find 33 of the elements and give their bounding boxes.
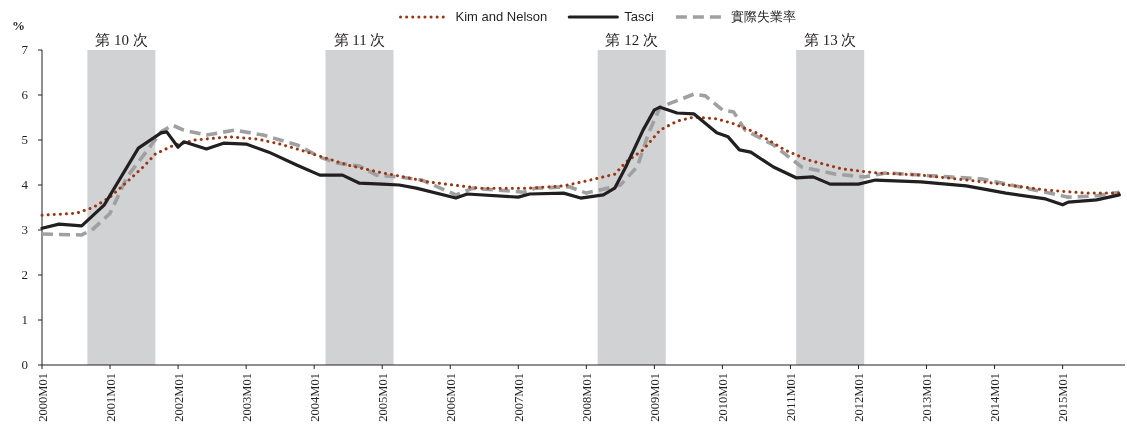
band-label: 第 13 次 [803,32,857,48]
band-label: 第 11 次 [333,32,386,48]
legend-label: Tasci [624,9,655,24]
legend-label: Kim and Nelson [455,9,548,24]
x-tick-label: 2003M01 [239,373,254,422]
legend-label: 實際失業率 [730,9,796,24]
y-tick-label: 3 [21,222,28,237]
x-tick-label: 2000M01 [35,373,50,422]
y-tick-label: 4 [21,177,29,192]
x-tick-label: 2010M01 [715,373,730,422]
x-tick-label: 2012M01 [852,373,866,422]
x-tick-label: 2014M01 [988,373,1003,422]
y-tick-label: 2 [21,267,28,282]
y-tick-label: 0 [21,357,28,372]
x-tick-label: 2006M01 [443,373,458,422]
y-tick-label: 6 [21,87,29,102]
band-label: 第 10 次 [95,32,148,48]
x-tick-label: 2001M01 [103,373,118,422]
x-tick-label: 2013M01 [920,373,935,422]
x-tick-label: 2004M01 [307,373,322,422]
band-label: 第 12 次 [605,32,658,48]
x-tick-label: 2009M01 [647,373,662,422]
y-tick-label: 1 [21,312,28,327]
x-tick-label: 2015M01 [1056,373,1071,422]
x-tick-label: 2005M01 [375,373,390,422]
y-tick-label: 7 [21,42,29,57]
x-tick-label: 2002M01 [171,373,186,422]
y-tick-label: 5 [21,132,28,147]
x-tick-label: 2007M01 [511,373,526,422]
x-tick-label: 2011M01 [783,373,798,422]
y-axis-title: % [12,18,25,33]
line-series [40,115,1121,217]
x-tick-label: 2008M01 [579,373,594,422]
